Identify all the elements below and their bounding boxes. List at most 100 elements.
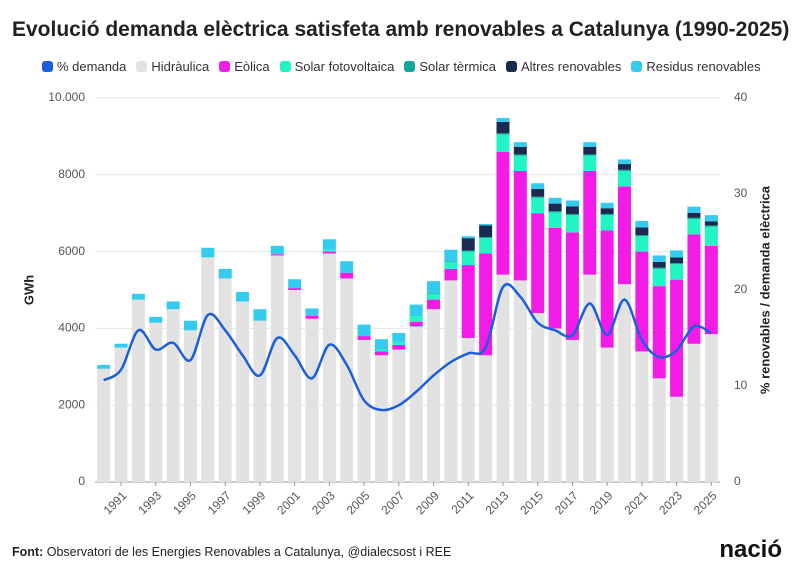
legend-swatch	[42, 61, 53, 72]
bar-segment	[322, 251, 336, 254]
bar-segment	[687, 206, 701, 213]
y-tick-label: 2000	[58, 397, 85, 411]
legend-label: Solar fotovoltaica	[294, 59, 395, 74]
bar-segment	[600, 208, 614, 214]
bar-segment	[183, 320, 197, 331]
bar-segment	[201, 247, 215, 258]
bar-segment	[288, 279, 302, 289]
bar-segment	[565, 232, 579, 340]
bar-segment	[704, 226, 718, 246]
y-tick-label: 6000	[58, 244, 85, 258]
bar-segment	[531, 313, 545, 482]
bar-segment	[687, 343, 701, 482]
bar-segment	[322, 253, 336, 482]
bar-segment	[704, 225, 718, 227]
bar-segment	[392, 333, 406, 342]
bar-segment	[670, 263, 684, 265]
bar-segment	[635, 351, 649, 482]
x-tick-label: 2009	[413, 488, 442, 517]
y-tick-label: 4000	[58, 321, 85, 335]
bar-segment	[496, 121, 510, 134]
bar-segment	[392, 344, 406, 350]
bar-segment	[149, 322, 163, 482]
bar-segment	[513, 280, 527, 482]
legend-label: Hidràulica	[151, 59, 210, 74]
bar-segment	[652, 255, 666, 262]
bar-segment	[479, 253, 493, 356]
bar-segment	[444, 261, 458, 269]
legend-label: Solar tèrmica	[419, 59, 496, 74]
bar-segment	[513, 142, 527, 147]
bar-segment	[548, 211, 562, 213]
x-tick-label: 1999	[240, 488, 269, 517]
bar-segment	[583, 154, 597, 156]
bar-segment	[409, 316, 423, 322]
bar-segment	[531, 183, 545, 190]
bar-segment	[618, 164, 632, 170]
bar-segment	[496, 151, 510, 275]
x-tick-label: 2003	[309, 488, 338, 517]
legend-swatch	[505, 61, 517, 72]
x-tick-label: 2013	[483, 488, 512, 517]
legend-label: Eòlica	[234, 59, 270, 74]
bar-segment	[652, 267, 666, 269]
bar-segment	[670, 257, 684, 264]
bar-segment	[444, 261, 458, 262]
y2-tick-label: 10	[734, 378, 748, 392]
y2-tick-label: 0	[734, 474, 741, 488]
line	[103, 283, 712, 412]
bar-segment	[322, 249, 336, 252]
bar-segment	[270, 254, 284, 256]
bar-segment	[565, 339, 579, 482]
bar-segment	[565, 206, 579, 214]
bar-segment	[409, 304, 423, 317]
bar-segment	[618, 170, 632, 187]
bar-segment	[618, 284, 632, 482]
bar-segment	[374, 349, 388, 352]
legend-swatch	[219, 61, 231, 72]
bar-segment	[600, 347, 614, 482]
bar-segment	[149, 316, 163, 323]
bar-segment	[600, 202, 614, 209]
bar-segment	[305, 318, 319, 482]
bar-segment	[270, 245, 284, 255]
bar-segment	[340, 278, 354, 482]
bar-segment	[496, 134, 510, 152]
bar-segment	[531, 213, 545, 314]
bar-segment	[427, 299, 441, 310]
legend-label: % demanda	[57, 59, 127, 74]
bar-segment	[531, 197, 545, 214]
bar-segment	[427, 293, 441, 294]
bar-segment	[479, 223, 493, 226]
bar-segment	[461, 338, 475, 482]
bar-segment	[461, 238, 475, 251]
x-tick-label: 1995	[170, 488, 199, 517]
y2-tick-label: 20	[734, 282, 748, 296]
bar-segment	[357, 324, 371, 337]
bar-segment	[340, 272, 354, 279]
legend-item: Eòlica	[219, 59, 270, 74]
bar-segment	[236, 291, 250, 302]
bar-segment	[270, 255, 284, 482]
x-tick-label: 2015	[517, 488, 546, 517]
bar-segment	[670, 264, 684, 280]
bar-segment	[374, 351, 388, 356]
x-tick-label: 2023	[656, 488, 685, 517]
bar-segment	[704, 334, 718, 482]
bar-segment	[392, 341, 406, 345]
y2-axis-title: % renovables / demanda elèctrica	[757, 185, 772, 394]
bar-segment	[548, 212, 562, 228]
bar-segment	[444, 249, 458, 262]
bar-segment	[565, 200, 579, 207]
bar-segment	[635, 235, 649, 237]
bar-segment	[461, 250, 475, 252]
legend-item: Residus renovables	[631, 59, 761, 74]
bar-segment	[513, 170, 527, 281]
x-tick-label: 2005	[344, 488, 373, 517]
bar-segment	[496, 274, 510, 482]
bar-segment	[427, 293, 441, 300]
bar-segment	[461, 265, 475, 338]
legend-item: Altres renovables	[505, 59, 621, 74]
